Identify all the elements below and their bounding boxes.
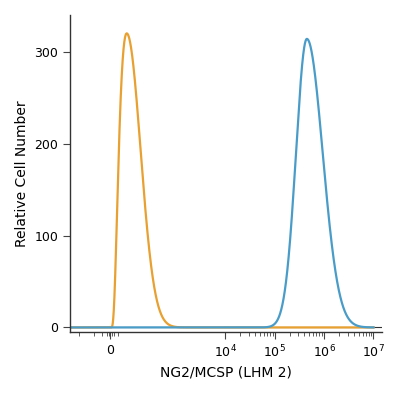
Y-axis label: Relative Cell Number: Relative Cell Number [15, 100, 29, 247]
X-axis label: NG2/MCSP (LHM 2): NG2/MCSP (LHM 2) [160, 366, 292, 380]
